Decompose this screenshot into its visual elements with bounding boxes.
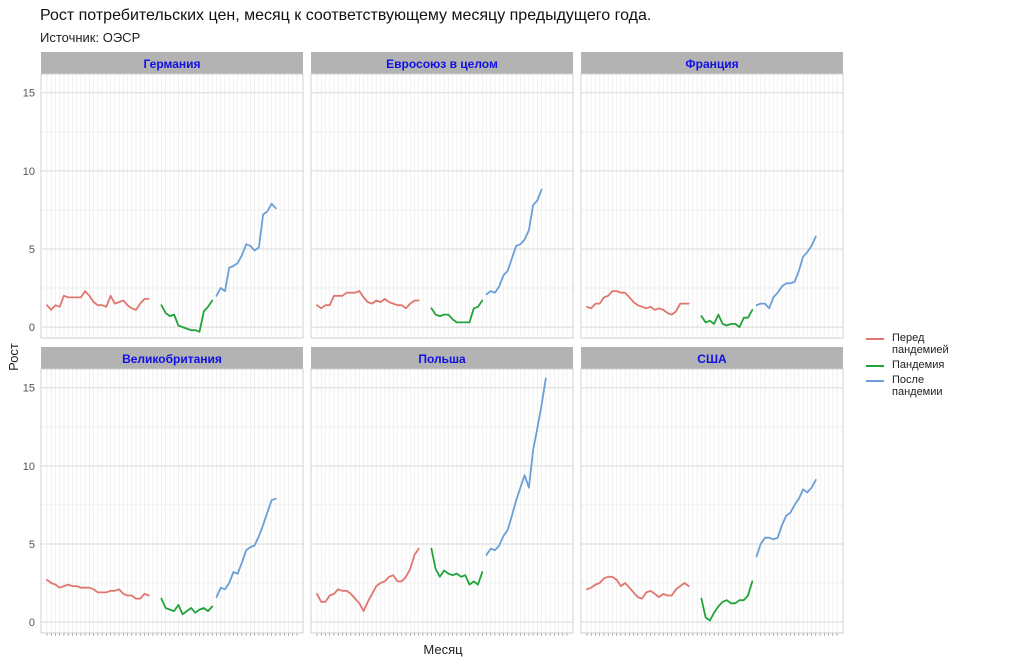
panel-3-line-пандемия <box>700 308 754 329</box>
legend-item-pandemic: Пандемия <box>866 359 962 371</box>
panel-2: Евросоюз в целом <box>310 52 574 339</box>
panel-1-line-перед-пандемией <box>46 290 150 311</box>
panel-1-strip-label: Германия <box>143 57 200 71</box>
panel-3: Франция <box>580 52 844 339</box>
y-tick-label: 5 <box>29 539 35 551</box>
legend-label-pre-pandemic: Перед пандемией <box>892 332 949 356</box>
panel-5-line-пандемия <box>430 547 484 586</box>
panel-5-strip <box>311 347 573 369</box>
panel-3-line-перед-пандемией <box>586 290 690 316</box>
panel-4-strip-label: Великобритания <box>122 352 222 366</box>
panel-6-strip <box>581 347 843 369</box>
legend-swatch-pandemic <box>866 365 884 367</box>
panel-3-strip <box>581 52 843 74</box>
panel-4-border <box>40 368 304 634</box>
panel-5-plot-area <box>311 369 573 633</box>
y-tick-label: 0 <box>29 617 35 629</box>
x-axis-label: Месяц <box>423 642 463 657</box>
panel-1-border <box>40 73 304 339</box>
panel-2-line-перед-пандемией <box>316 290 420 310</box>
panel-2-strip <box>311 52 573 74</box>
legend-item-pre-pandemic: Перед пандемией <box>866 332 962 356</box>
panel-5-line-перед-пандемией <box>316 547 420 612</box>
panel-5: Польша <box>310 347 574 636</box>
panel-6-plot-area <box>581 369 843 633</box>
panel-1-line-после-пандемии <box>215 202 277 297</box>
panel-5-border <box>310 368 574 634</box>
panel-4-line-перед-пандемией <box>46 579 150 600</box>
panel-2-border <box>310 73 574 339</box>
panel-3-plot-area <box>581 74 843 338</box>
panel-1-line-пандемия <box>160 299 214 333</box>
panels-layer: Германия 0 5 10 15 Евросоюз в целом Франция Вел… <box>23 52 844 636</box>
panel-4: Великобритания 0 5 10 15 <box>23 347 304 636</box>
panel-4-line-после-пандемии <box>215 497 277 598</box>
panel-3-line-после-пандемии <box>755 235 817 310</box>
panel-1-plot-area <box>41 74 303 338</box>
chart-title: Рост потребительских цен, месяц к соотве… <box>40 7 652 24</box>
y-tick-label: 5 <box>29 244 35 256</box>
panel-6-line-перед-пандемией <box>586 575 690 600</box>
legend-item-post-pandemic: После пандемии <box>866 374 962 398</box>
panel-2-plot-area <box>311 74 573 338</box>
panel-4-line-пандемия <box>160 597 214 616</box>
legend-swatch-pre-pandemic <box>866 338 884 340</box>
legend-swatch-post-pandemic <box>866 380 884 382</box>
panel-6-border <box>580 368 844 634</box>
panel-6-line-после-пандемии <box>755 478 817 558</box>
panel-4-plot-area <box>41 369 303 633</box>
panel-2-line-пандемия <box>430 299 484 324</box>
panel-6-line-пандемия <box>700 580 754 622</box>
y-axis-label: Рост <box>6 343 21 371</box>
panel-2-strip-label: Евросоюз в целом <box>386 57 498 71</box>
panel-3-border <box>580 73 844 339</box>
panel-6: США <box>580 347 844 636</box>
y-tick-label: 0 <box>29 322 35 334</box>
panel-6-strip-label: США <box>697 352 727 366</box>
legend-label-post-pandemic: После пандемии <box>892 374 943 398</box>
panel-1-strip <box>41 52 303 74</box>
legend: Перед пандемией Пандемия После пандемии <box>866 332 962 401</box>
panel-5-strip-label: Польша <box>418 352 466 366</box>
chart-subtitle: Источник: ОЭСР <box>40 30 141 45</box>
panel-1: Германия 0 5 10 15 <box>23 52 304 339</box>
y-tick-label: 10 <box>23 166 35 178</box>
y-tick-label: 15 <box>23 88 35 100</box>
y-tick-label: 15 <box>23 383 35 395</box>
y-tick-label: 10 <box>23 461 35 473</box>
legend-label-pandemic: Пандемия <box>892 359 945 371</box>
panel-4-strip <box>41 347 303 369</box>
panel-2-line-после-пандемии <box>485 188 543 296</box>
panel-3-strip-label: Франция <box>685 57 738 71</box>
panel-5-line-после-пандемии <box>485 377 547 556</box>
